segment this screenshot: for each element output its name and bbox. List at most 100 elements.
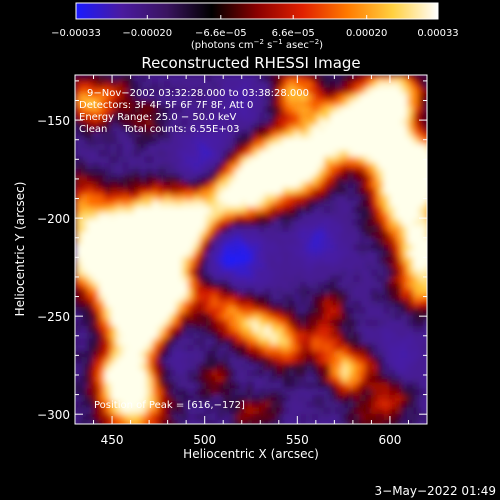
heatmap-cell bbox=[122, 100, 129, 107]
heatmap-cell bbox=[412, 401, 420, 409]
heatmap-cell bbox=[312, 206, 319, 214]
heatmap-cell bbox=[181, 413, 189, 421]
heatmap-cell bbox=[270, 388, 278, 396]
heatmap-cell bbox=[75, 187, 82, 195]
heatmap-cell bbox=[258, 106, 266, 114]
heatmap-cell bbox=[157, 338, 165, 346]
heatmap-cell bbox=[264, 106, 272, 114]
heatmap-cell bbox=[140, 112, 147, 120]
heatmap-cell bbox=[412, 382, 420, 390]
heatmap-cell bbox=[252, 87, 260, 95]
heatmap-cell bbox=[146, 401, 153, 409]
heatmap-cell bbox=[389, 137, 396, 145]
heatmap-cell bbox=[252, 244, 260, 252]
heatmap-cell bbox=[223, 363, 230, 371]
heatmap-cell bbox=[412, 87, 420, 95]
heatmap-cell bbox=[181, 144, 189, 151]
heatmap-cell bbox=[128, 344, 135, 352]
heatmap-cell bbox=[134, 250, 141, 258]
heatmap-cell bbox=[110, 363, 118, 371]
heatmap-cell bbox=[306, 319, 313, 327]
heatmap-cell bbox=[134, 169, 141, 176]
heatmap-cell bbox=[181, 351, 189, 358]
heatmap-cell bbox=[383, 213, 390, 220]
heatmap-cell bbox=[116, 206, 124, 214]
heatmap-cell bbox=[104, 338, 112, 346]
heatmap-cell bbox=[318, 137, 325, 145]
heatmap-cell bbox=[152, 282, 159, 289]
heatmap-cell bbox=[377, 288, 384, 296]
heatmap-cell bbox=[229, 137, 236, 145]
heatmap-cell bbox=[104, 219, 112, 227]
heatmap-cell bbox=[323, 125, 331, 133]
heatmap-cell bbox=[181, 187, 189, 195]
heatmap-cell bbox=[175, 382, 183, 390]
heatmap-cell bbox=[371, 394, 378, 402]
heatmap-cell bbox=[288, 413, 295, 421]
heatmap-cell bbox=[371, 200, 378, 208]
heatmap-cell bbox=[270, 407, 278, 415]
heatmap-cell bbox=[116, 288, 124, 296]
heatmap-cell bbox=[312, 401, 319, 409]
heatmap-cell bbox=[282, 388, 290, 396]
heatmap-cell bbox=[193, 344, 201, 352]
heatmap-cell bbox=[276, 100, 284, 107]
heatmap-cell bbox=[395, 351, 402, 358]
heatmap-cell bbox=[235, 275, 242, 283]
heatmap-cell bbox=[276, 288, 284, 296]
heatmap-cell bbox=[401, 175, 408, 183]
heatmap-cell bbox=[353, 187, 361, 195]
heatmap-cell bbox=[264, 118, 272, 126]
heatmap-cell bbox=[229, 206, 236, 214]
heatmap-cell bbox=[122, 413, 129, 421]
heatmap-cell bbox=[217, 75, 224, 82]
heatmap-cell bbox=[406, 162, 414, 170]
heatmap-cell bbox=[229, 125, 236, 133]
heatmap-cell bbox=[163, 187, 171, 195]
heatmap-cell bbox=[300, 250, 307, 258]
heatmap-cell bbox=[377, 401, 384, 409]
heatmap-cell bbox=[353, 194, 361, 202]
heatmap-cell bbox=[175, 181, 183, 189]
heatmap-cell bbox=[252, 144, 260, 151]
heatmap-cell bbox=[134, 118, 141, 126]
heatmap-cell bbox=[175, 407, 183, 415]
heatmap-cell bbox=[377, 420, 384, 424]
heatmap-cell bbox=[217, 238, 224, 246]
heatmap-cell bbox=[282, 332, 290, 340]
heatmap-cell bbox=[300, 282, 307, 289]
heatmap-cell bbox=[377, 200, 384, 208]
heatmap-cell bbox=[270, 206, 278, 214]
heatmap-cell bbox=[431, 288, 438, 295]
heatmap-cell bbox=[318, 382, 325, 390]
heatmap-cell bbox=[187, 169, 195, 176]
heatmap-cell bbox=[80, 319, 88, 327]
heatmap-cell bbox=[92, 319, 100, 327]
heatmap-cell bbox=[383, 275, 390, 283]
heatmap-cell bbox=[424, 213, 427, 220]
heatmap-cell bbox=[406, 144, 414, 151]
heatmap-cell bbox=[347, 319, 355, 327]
heatmap-cell bbox=[175, 169, 183, 176]
heatmap-cell bbox=[329, 112, 337, 120]
heatmap-cell bbox=[169, 162, 177, 170]
heatmap-cell bbox=[122, 294, 129, 302]
heatmap-cell bbox=[431, 150, 438, 157]
heatmap-cell bbox=[157, 344, 165, 352]
plot-frame bbox=[74, 74, 428, 425]
heatmap-cell bbox=[335, 93, 343, 101]
heatmap-cell bbox=[246, 118, 254, 126]
heatmap-cell bbox=[406, 313, 414, 321]
heatmap-cell bbox=[389, 332, 396, 340]
heatmap-cell bbox=[163, 112, 171, 120]
heatmap-cell bbox=[288, 282, 295, 289]
heatmap-cell bbox=[104, 75, 112, 82]
heatmap-cell bbox=[395, 369, 402, 377]
heatmap-cell bbox=[383, 112, 390, 120]
heatmap-cell bbox=[264, 244, 272, 252]
heatmap-cell bbox=[401, 288, 408, 296]
heatmap-cell bbox=[223, 294, 230, 302]
heatmap-cell bbox=[258, 87, 266, 95]
heatmap-cell bbox=[134, 263, 141, 271]
heatmap-cell bbox=[181, 194, 189, 202]
